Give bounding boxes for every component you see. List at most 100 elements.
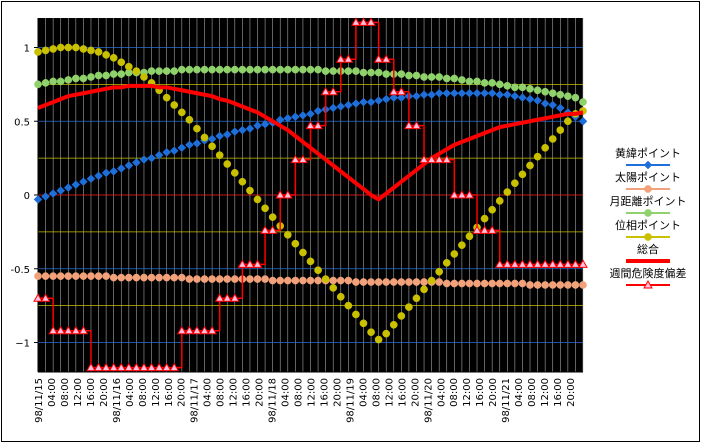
legend-swatch-marker <box>644 233 652 241</box>
data-point <box>503 279 512 288</box>
x-tick-label: 04:00 <box>125 378 136 407</box>
data-point <box>162 67 171 75</box>
data-point <box>176 325 187 335</box>
data-point <box>245 124 255 133</box>
data-point <box>94 171 103 181</box>
data-point <box>109 70 118 78</box>
data-point <box>155 273 163 282</box>
data-point <box>510 259 520 268</box>
data-point <box>48 189 58 198</box>
data-point <box>214 293 225 302</box>
data-point <box>555 103 565 113</box>
data-point <box>396 93 406 103</box>
data-point <box>487 225 498 234</box>
data-point <box>578 259 588 268</box>
series-2 <box>34 65 587 106</box>
data-point <box>389 320 398 329</box>
data-point <box>464 189 475 199</box>
y-tick-label: 1 <box>24 44 30 55</box>
data-point <box>49 272 57 280</box>
data-point <box>298 154 308 164</box>
data-point <box>306 65 315 74</box>
data-point <box>329 67 338 75</box>
data-point <box>238 125 247 135</box>
x-tick-label: 08:00 <box>216 378 227 407</box>
x-tick-label: 12:00 <box>462 378 473 407</box>
x-tick-label: 04:00 <box>436 378 447 407</box>
data-point <box>79 272 88 280</box>
data-point <box>526 84 534 93</box>
data-point <box>185 140 194 150</box>
legend-label: 太陽ポイント <box>615 171 681 184</box>
data-point <box>397 278 406 286</box>
x-tick-label: 16:00 <box>86 378 97 407</box>
data-point <box>511 179 519 188</box>
x-tick-label: 04:00 <box>358 378 369 407</box>
data-point <box>71 180 81 190</box>
data-point <box>358 17 369 26</box>
data-point <box>290 154 301 164</box>
data-point <box>185 115 194 124</box>
data-point <box>450 74 459 83</box>
data-point <box>313 106 323 116</box>
data-point <box>230 275 239 283</box>
data-point <box>518 83 527 92</box>
data-point <box>426 154 437 164</box>
data-point <box>208 275 216 283</box>
data-point <box>374 68 383 77</box>
data-point <box>261 204 269 213</box>
data-point <box>556 90 565 99</box>
data-point <box>579 281 587 289</box>
data-point <box>495 279 504 288</box>
data-point <box>49 45 57 53</box>
series-5 <box>33 17 588 372</box>
data-point <box>41 192 50 201</box>
data-point <box>253 65 262 74</box>
data-point <box>351 17 361 26</box>
data-point <box>291 276 300 285</box>
x-tick-label: 20:00 <box>566 378 577 407</box>
data-point <box>238 65 247 74</box>
data-point <box>405 278 413 286</box>
data-point <box>124 273 133 282</box>
data-point <box>488 79 497 87</box>
data-point <box>570 259 581 268</box>
data-point <box>162 147 172 157</box>
data-point <box>495 80 504 89</box>
data-point <box>192 139 202 148</box>
data-point <box>185 275 194 283</box>
data-point <box>116 362 127 372</box>
data-point <box>154 150 164 160</box>
data-point <box>412 278 421 286</box>
data-point <box>299 65 307 74</box>
legend-label: 月距離ポイント <box>610 194 687 208</box>
data-point <box>435 73 444 81</box>
data-point <box>352 67 360 75</box>
data-point <box>64 43 73 52</box>
data-point <box>283 230 292 239</box>
y-tick-label: -0.5 <box>10 265 30 276</box>
data-point <box>33 293 43 302</box>
data-point <box>229 293 240 302</box>
data-point <box>329 276 338 285</box>
data-point <box>200 133 209 142</box>
data-point <box>34 272 42 280</box>
data-point <box>526 161 534 170</box>
data-point <box>442 259 451 267</box>
data-point <box>367 68 375 77</box>
data-point <box>291 65 300 74</box>
data-point <box>328 103 338 113</box>
x-tick-label: 16:00 <box>397 378 408 407</box>
data-point <box>64 272 73 280</box>
x-tick-label: 08:00 <box>294 378 305 407</box>
data-point <box>177 65 186 74</box>
data-point <box>170 101 179 109</box>
x-tick-label: 12:00 <box>151 378 162 407</box>
x-tick-label: 12:00 <box>73 378 84 407</box>
data-point <box>381 94 391 104</box>
series-1 <box>34 272 587 289</box>
data-point <box>352 310 360 319</box>
data-point <box>87 272 95 280</box>
data-point <box>541 281 550 289</box>
